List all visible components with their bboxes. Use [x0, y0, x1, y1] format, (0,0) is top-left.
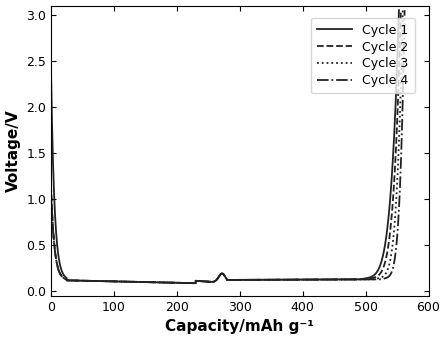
Cycle 4 [399, 141, 404, 146]
Cycle 1 [391, 141, 396, 146]
Cycle 4 [223, 276, 229, 280]
Cycle 4 [402, 8, 407, 12]
Y-axis label: Voltage/V: Voltage/V [5, 109, 21, 192]
X-axis label: Capacity/mAh g⁻¹: Capacity/mAh g⁻¹ [165, 320, 314, 335]
Cycle 4 [220, 272, 225, 276]
Line: Cycle 4: Cycle 4 [51, 10, 405, 283]
Cycle 2 [193, 281, 198, 285]
Cycle 2 [201, 279, 206, 284]
Cycle 2 [398, 8, 404, 12]
Legend: Cycle 1, Cycle 2, Cycle 3, Cycle 4: Cycle 1, Cycle 2, Cycle 3, Cycle 4 [311, 18, 415, 94]
Cycle 2 [220, 272, 225, 276]
Cycle 3 [48, 186, 54, 190]
Cycle 2 [379, 270, 384, 274]
Cycle 4 [48, 188, 54, 192]
Cycle 2 [374, 274, 380, 278]
Line: Cycle 2: Cycle 2 [51, 10, 401, 283]
Line: Cycle 1: Cycle 1 [51, 10, 399, 283]
Cycle 1 [374, 270, 380, 274]
Cycle 1 [193, 281, 198, 285]
Cycle 1 [396, 8, 401, 12]
Cycle 1 [48, 66, 54, 70]
Cycle 4 [386, 274, 392, 278]
Cycle 4 [389, 270, 394, 274]
Cycle 1 [201, 279, 206, 284]
Cycle 2 [48, 183, 54, 187]
Cycle 3 [380, 274, 386, 278]
Cycle 3 [193, 281, 198, 285]
Cycle 4 [201, 279, 206, 284]
Cycle 2 [393, 141, 399, 146]
Cycle 3 [220, 272, 225, 276]
Cycle 1 [369, 274, 375, 278]
Cycle 3 [400, 8, 405, 12]
Cycle 3 [223, 276, 229, 280]
Cycle 2 [223, 276, 229, 280]
Cycle 3 [384, 270, 389, 274]
Cycle 3 [396, 141, 401, 146]
Cycle 4 [193, 281, 198, 285]
Cycle 3 [201, 279, 206, 284]
Cycle 1 [220, 272, 225, 276]
Cycle 1 [223, 276, 229, 280]
Line: Cycle 3: Cycle 3 [51, 10, 403, 283]
